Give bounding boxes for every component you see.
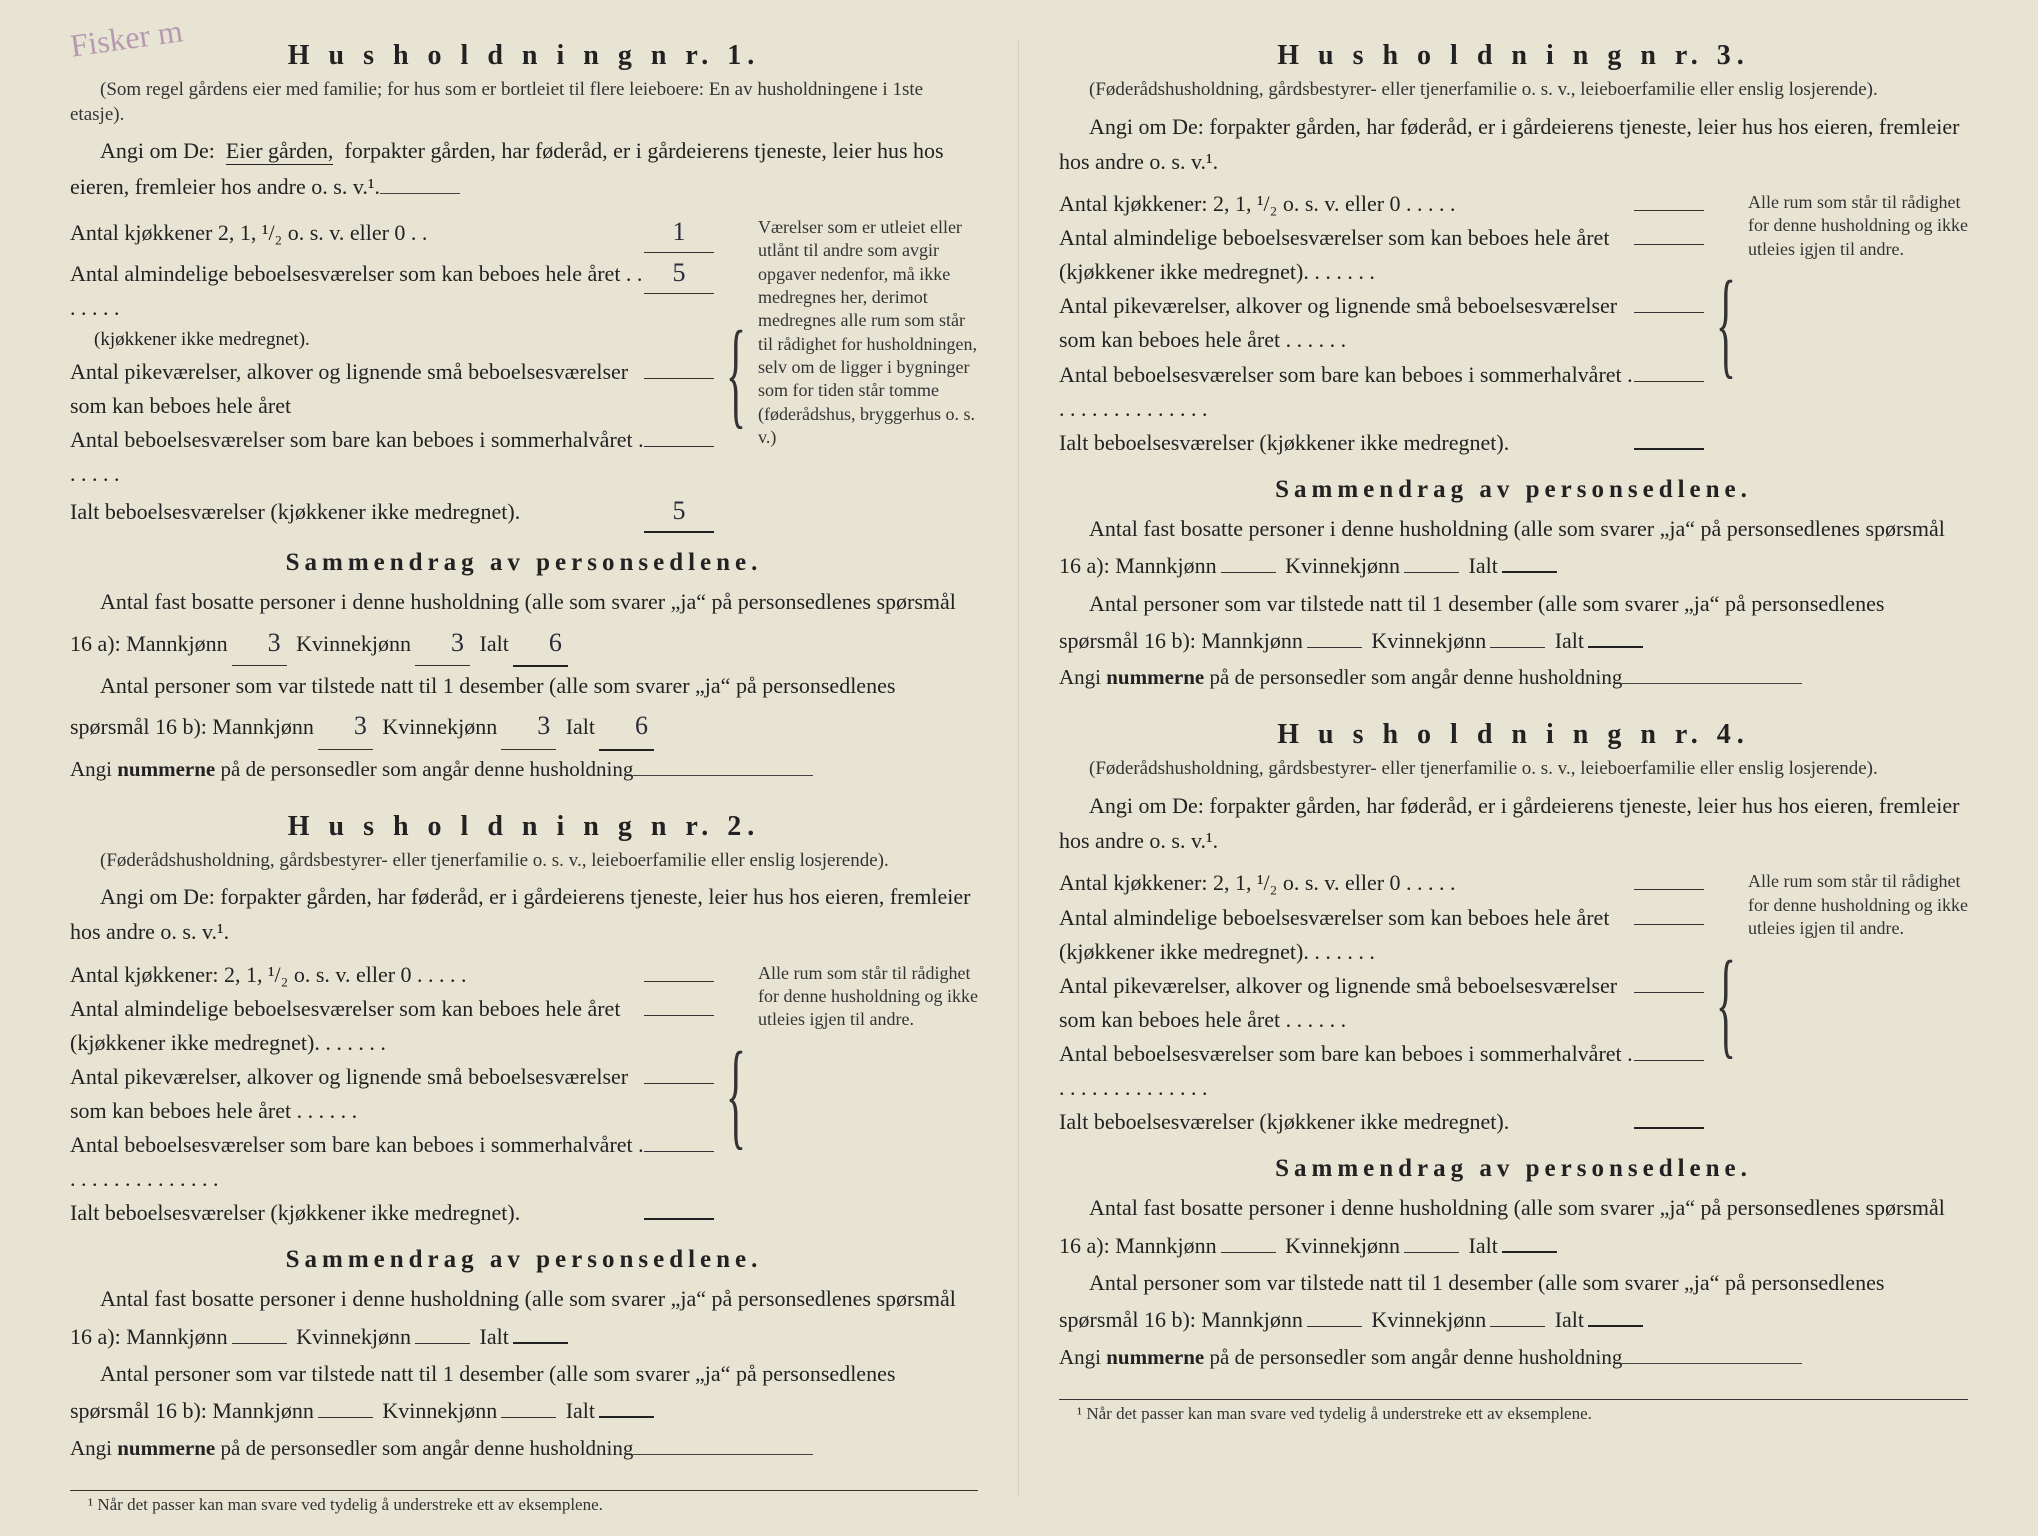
kjokken-value: 1 bbox=[644, 212, 714, 253]
brace-icon: { bbox=[733, 212, 740, 534]
p16b-line: Antal personer som var tilstede natt til… bbox=[70, 1355, 978, 1430]
angi-line: Angi om De: forpakter gården, har føderå… bbox=[1059, 109, 1968, 179]
pike-label: Antal pikeværelser, alkover og lignende … bbox=[70, 355, 644, 423]
pike-label: Antal pikeværelser, alkover og lignende … bbox=[70, 1060, 644, 1128]
alm-value bbox=[1634, 244, 1704, 245]
angi-line: Angi om De: Eier gården, forpakter gårde… bbox=[70, 133, 978, 203]
household-title: H u s h o l d n i n g n r. 1. bbox=[70, 40, 978, 72]
ialt-value bbox=[1634, 1127, 1704, 1129]
sommer-label: Antal beboelsesværelser som bare kan beb… bbox=[70, 423, 644, 491]
ialt-label: Ialt beboelsesværelser (kjøkkener ikke m… bbox=[70, 1196, 644, 1230]
summary-title: Sammendrag av personsedlene. bbox=[1059, 1155, 1968, 1183]
ialt-value: 5 bbox=[644, 491, 714, 533]
alm-sub: (kjøkkener ikke medregnet). bbox=[70, 325, 714, 354]
kjokken-value bbox=[1634, 210, 1704, 211]
alm-label: Antal almindelige beboelsesværelser som … bbox=[70, 992, 644, 1060]
summary-title: Sammendrag av personsedlene. bbox=[70, 549, 978, 577]
angi-line: Angi om De: forpakter gården, har føderå… bbox=[1059, 788, 1968, 858]
kjokken-label: Antal kjøkkener 2, 1, ¹/₂ o. s. v. eller… bbox=[70, 216, 644, 250]
p16a-line: Antal fast bosatte personer i denne hush… bbox=[1059, 510, 1968, 585]
angi-line: Angi om De: forpakter gården, har føderå… bbox=[70, 879, 978, 949]
right-page: H u s h o l d n i n g n r. 3. (Føderådsh… bbox=[1019, 40, 2008, 1496]
household-2: H u s h o l d n i n g n r. 2. (Føderådsh… bbox=[70, 811, 978, 1462]
kjokken-value bbox=[1634, 889, 1704, 890]
household-title: H u s h o l d n i n g n r. 3. bbox=[1059, 40, 1968, 72]
p16b-line: Antal personer som var tilstede natt til… bbox=[70, 667, 978, 751]
rooms-note: Alle rum som står til rådighet for denne… bbox=[1748, 187, 1968, 460]
ialt-label: Ialt beboelsesværelser (kjøkkener ikke m… bbox=[70, 495, 644, 529]
angi-nummer: Angi nummerne på de personsedler som ang… bbox=[1059, 665, 1968, 691]
sommer-value bbox=[1634, 1060, 1704, 1061]
ialt-label: Ialt beboelsesværelser (kjøkkener ikke m… bbox=[1059, 1105, 1634, 1139]
rooms-block: Antal kjøkkener: 2, 1, ¹/₂ o. s. v. elle… bbox=[1059, 187, 1968, 460]
sommer-label: Antal beboelsesværelser som bare kan beb… bbox=[1059, 1037, 1634, 1105]
angi-nummer: Angi nummerne på de personsedler som ang… bbox=[1059, 1345, 1968, 1371]
sommer-label: Antal beboelsesværelser som bare kan beb… bbox=[70, 1128, 644, 1196]
brace-icon: { bbox=[1723, 866, 1730, 1139]
p16a-line: Antal fast bosatte personer i denne hush… bbox=[1059, 1189, 1968, 1264]
summary-title: Sammendrag av personsedlene. bbox=[70, 1246, 978, 1274]
rooms-note: Alle rum som står til rådighet for denne… bbox=[1748, 866, 1968, 1139]
pike-value bbox=[1634, 992, 1704, 993]
sommer-label: Antal beboelsesværelser som bare kan beb… bbox=[1059, 358, 1634, 426]
sommer-value bbox=[644, 1151, 714, 1152]
household-subtitle: (Føderådshusholdning, gårdsbestyrer- ell… bbox=[1059, 757, 1968, 782]
footnote: ¹ Når det passer kan man svare ved tydel… bbox=[70, 1490, 978, 1515]
household-1: H u s h o l d n i n g n r. 1. (Som regel… bbox=[70, 40, 978, 783]
p16b-line: Antal personer som var tilstede natt til… bbox=[1059, 585, 1968, 660]
footnote: ¹ Når det passer kan man svare ved tydel… bbox=[1059, 1399, 1968, 1424]
pike-value bbox=[644, 378, 714, 379]
alm-label: Antal almindelige beboelsesværelser som … bbox=[70, 257, 644, 325]
alm-value bbox=[1634, 924, 1704, 925]
household-title: H u s h o l d n i n g n r. 4. bbox=[1059, 719, 1968, 751]
household-title: H u s h o l d n i n g n r. 2. bbox=[70, 811, 978, 843]
pike-label: Antal pikeværelser, alkover og lignende … bbox=[1059, 289, 1634, 357]
alm-value: 5 bbox=[644, 253, 714, 294]
rooms-block: Antal kjøkkener: 2, 1, ¹/₂ o. s. v. elle… bbox=[1059, 866, 1968, 1139]
pike-label: Antal pikeværelser, alkover og lignende … bbox=[1059, 969, 1634, 1037]
household-subtitle: (Føderådshusholdning, gårdsbestyrer- ell… bbox=[70, 849, 978, 874]
household-3: H u s h o l d n i n g n r. 3. (Føderådsh… bbox=[1059, 40, 1968, 691]
household-subtitle: (Som regel gårdens eier med familie; for… bbox=[70, 78, 978, 127]
alm-label: Antal almindelige beboelsesværelser som … bbox=[1059, 221, 1634, 289]
rooms-note: Værelser som er utleiet eller utlånt til… bbox=[758, 212, 978, 534]
alm-value bbox=[644, 1015, 714, 1016]
household-subtitle: (Føderådshusholdning, gårdsbestyrer- ell… bbox=[1059, 78, 1968, 103]
summary-title: Sammendrag av personsedlene. bbox=[1059, 476, 1968, 504]
p16a-line: Antal fast bosatte personer i denne hush… bbox=[70, 583, 978, 667]
pike-value bbox=[644, 1083, 714, 1084]
rooms-block: Antal kjøkkener: 2, 1, ¹/₂ o. s. v. elle… bbox=[70, 958, 978, 1231]
alm-label: Antal almindelige beboelsesværelser som … bbox=[1059, 901, 1634, 969]
angi-nummer: Angi nummerne på de personsedler som ang… bbox=[70, 1436, 978, 1462]
kjokken-label: Antal kjøkkener: 2, 1, ¹/₂ o. s. v. elle… bbox=[1059, 866, 1634, 900]
sommer-value bbox=[644, 446, 714, 447]
kjokken-label: Antal kjøkkener: 2, 1, ¹/₂ o. s. v. elle… bbox=[70, 958, 644, 992]
kjokken-value bbox=[644, 981, 714, 982]
p16a-line: Antal fast bosatte personer i denne hush… bbox=[70, 1280, 978, 1355]
sommer-value bbox=[1634, 381, 1704, 382]
rooms-block: Antal kjøkkener 2, 1, ¹/₂ o. s. v. eller… bbox=[70, 212, 978, 534]
p16b-line: Antal personer som var tilstede natt til… bbox=[1059, 1264, 1968, 1339]
brace-icon: { bbox=[1723, 187, 1730, 460]
kjokken-label: Antal kjøkkener: 2, 1, ¹/₂ o. s. v. elle… bbox=[1059, 187, 1634, 221]
pike-value bbox=[1634, 312, 1704, 313]
household-4: H u s h o l d n i n g n r. 4. (Føderådsh… bbox=[1059, 719, 1968, 1370]
brace-icon: { bbox=[733, 958, 740, 1231]
ialt-value bbox=[644, 1218, 714, 1220]
ialt-value bbox=[1634, 448, 1704, 450]
angi-nummer: Angi nummerne på de personsedler som ang… bbox=[70, 757, 978, 783]
left-page: Fisker m H u s h o l d n i n g n r. 1. (… bbox=[30, 40, 1019, 1496]
rooms-note: Alle rum som står til rådighet for denne… bbox=[758, 958, 978, 1231]
ialt-label: Ialt beboelsesværelser (kjøkkener ikke m… bbox=[1059, 426, 1634, 460]
